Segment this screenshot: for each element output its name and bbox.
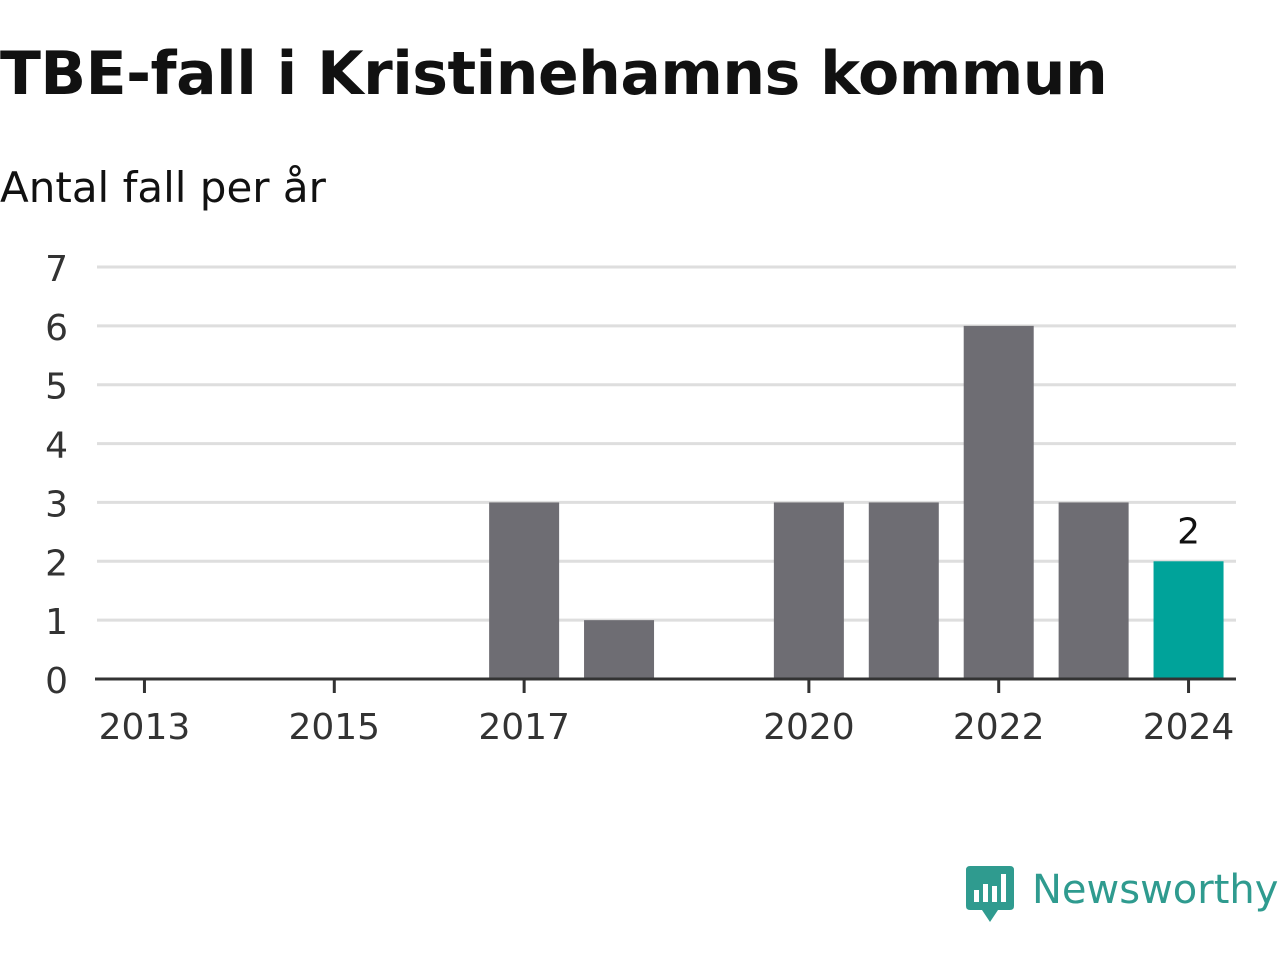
- x-axis: [95, 677, 1236, 693]
- x-tick-label: 2017: [478, 707, 570, 748]
- chart-title: TBE-fall i Kristinehamns kommun: [0, 39, 1108, 109]
- x-tick-label: 2015: [288, 707, 380, 748]
- data-label-2024: 2: [1177, 511, 1200, 552]
- gridlines: [97, 265, 1236, 622]
- x-tick-label: 2024: [1143, 707, 1235, 748]
- y-tick-label: 2: [45, 543, 68, 584]
- bar-2022: [963, 325, 1034, 679]
- x-tick-labels: 2013 2015 2017 2020 2022 2024: [99, 707, 1235, 748]
- newsworthy-logo-icon: [966, 866, 1014, 922]
- y-tick-labels: 0 1 2 3 4 5 6 7: [45, 249, 68, 702]
- x-tick-label: 2020: [763, 707, 855, 748]
- y-tick-label: 6: [45, 308, 68, 349]
- bar-2017: [489, 502, 560, 679]
- y-tick-label: 4: [45, 426, 68, 467]
- bar-2024: [1153, 561, 1224, 679]
- x-tick-label: 2022: [953, 707, 1045, 748]
- bar-2023: [1058, 502, 1129, 679]
- bar-2021: [868, 502, 939, 679]
- brand-logo: Newsworthy: [964, 862, 1278, 926]
- y-tick-label: 1: [45, 602, 68, 643]
- brand-name: Newsworthy: [1032, 867, 1279, 913]
- y-tick-label: 0: [45, 661, 68, 702]
- y-tick-label: 3: [45, 484, 68, 525]
- bar-2020: [773, 502, 844, 679]
- data-labels: 2: [1177, 511, 1200, 552]
- y-tick-label: 7: [45, 249, 68, 290]
- bar-2018: [584, 620, 655, 679]
- y-tick-label: 5: [45, 367, 68, 408]
- chart-subtitle: Antal fall per år: [0, 163, 326, 212]
- bars: [489, 325, 1224, 679]
- x-tick-label: 2013: [99, 707, 191, 748]
